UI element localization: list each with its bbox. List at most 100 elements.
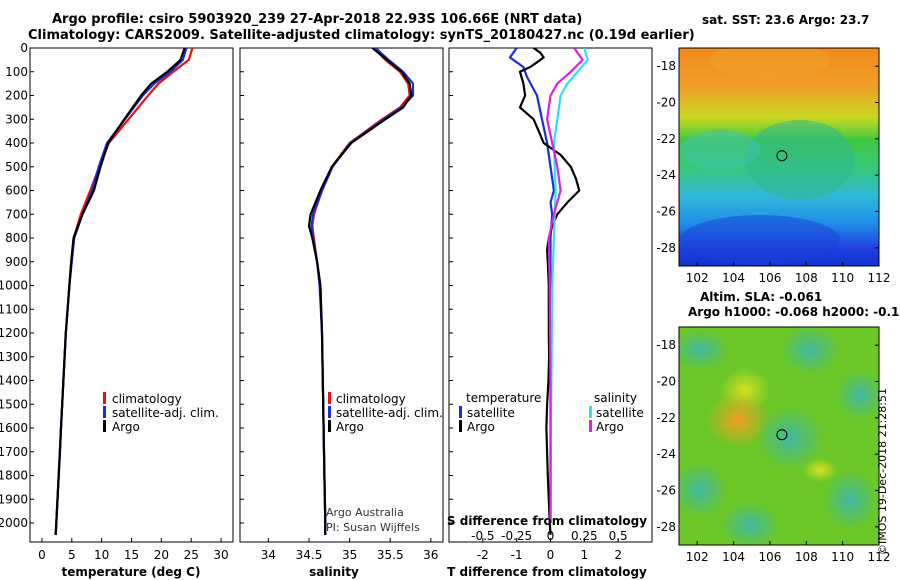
map-y-tick-label: -22 xyxy=(656,132,676,146)
map-y-tick-label: -18 xyxy=(656,59,676,73)
x-tick-label: 30 xyxy=(213,548,228,562)
depth-tick-label: 100 xyxy=(5,65,28,79)
map-x-tick-label: 106 xyxy=(758,271,781,285)
map-x-tick-label: 104 xyxy=(722,550,745,564)
depth-tick-label: 1600 xyxy=(0,421,28,435)
depth-tick-label: 1200 xyxy=(0,326,28,340)
legend-label-t-argo: Argo xyxy=(467,420,495,434)
legend-swatch-s-satellite xyxy=(589,406,592,418)
x-tick-label: 20 xyxy=(154,548,169,562)
series-line-salinity-satellite xyxy=(549,48,589,524)
legend-swatch-argo xyxy=(103,420,106,432)
sla-low-patch xyxy=(679,330,730,370)
s-difference-label: S difference from climatology xyxy=(447,514,647,528)
sst-warm-patch xyxy=(710,48,830,78)
difference-xlabel: T difference from climatology xyxy=(447,565,647,579)
sla-map-axes: 102 104 106 108 110 112 -18 -20 -22 -24 -26 -28 xyxy=(656,338,890,564)
legend-swatch-climatology xyxy=(103,392,106,404)
legend-title-temperature: temperature xyxy=(466,391,541,405)
legend-swatch-t-satellite xyxy=(459,406,462,418)
legend-swatch-t-argo xyxy=(459,420,462,432)
legend-label-s-argo: Argo xyxy=(596,420,624,434)
depth-tick-label: 1900 xyxy=(0,492,28,506)
series-line-argo xyxy=(54,48,186,535)
s-tick-label: -0.5 xyxy=(471,529,494,543)
sst-map xyxy=(679,48,879,266)
legend-label-climatology: climatology xyxy=(336,392,406,406)
legend-swatch-s-argo xyxy=(589,420,592,432)
depth-tick-label: 900 xyxy=(5,255,28,269)
sla-low-patch xyxy=(822,470,878,530)
x-tick-label: 36 xyxy=(423,548,438,562)
x-tick-label: 2 xyxy=(614,548,622,562)
map-y-tick-label: -26 xyxy=(656,205,676,219)
salinity-xlabel: salinity xyxy=(309,565,359,579)
map-y-tick-label: -28 xyxy=(656,241,676,255)
map-y-tick-label: -22 xyxy=(656,411,676,425)
x-tick-label: 1 xyxy=(581,548,589,562)
map-y-tick-label: -20 xyxy=(656,375,676,389)
temperature-plot xyxy=(54,48,194,535)
argo-location-marker xyxy=(776,150,788,162)
salinity-legend: climatology satellite-adj. clim. Argo Ar… xyxy=(326,392,443,534)
depth-tick-label: 600 xyxy=(5,184,28,198)
depth-tick-label: 800 xyxy=(5,231,28,245)
x-tick-label: 35 xyxy=(342,548,357,562)
sst-cool-patch xyxy=(680,130,760,170)
salinity-panel-frame xyxy=(239,47,444,543)
map-x-tick-label: 106 xyxy=(758,550,781,564)
series-line-satellite-adj-clim- xyxy=(54,48,188,535)
sst-map-frame xyxy=(678,47,880,267)
map-x-tick-label: 110 xyxy=(831,271,854,285)
argo-location-marker xyxy=(776,429,788,441)
sla-map xyxy=(679,327,879,545)
map-x-tick-label: 112 xyxy=(868,271,891,285)
chart-title-line1: Argo profile: csiro 5903920_239 27-Apr-2… xyxy=(52,12,583,27)
imos-timestamp: ©IMOS 19-Dec-2018 21:28:51 xyxy=(876,388,889,555)
legend-swatch-satellite xyxy=(103,406,106,418)
map-x-tick-label: 102 xyxy=(686,271,709,285)
series-line-salinity-argo xyxy=(545,48,584,523)
s-tick-label: -0.25 xyxy=(501,529,532,543)
legend-swatch-satellite xyxy=(328,406,331,418)
temperature-legend: climatology satellite-adj. clim. Argo xyxy=(103,392,219,434)
depth-tick-label: 1100 xyxy=(0,302,28,316)
legend-label-argo: Argo xyxy=(336,420,364,434)
depth-tick-label: 1800 xyxy=(0,469,28,483)
depth-tick-label: 1300 xyxy=(0,350,28,364)
x-tick-label: 25 xyxy=(184,548,199,562)
map-y-tick-label: -18 xyxy=(656,338,676,352)
series-line-satellite-adj-clim- xyxy=(310,48,415,535)
series-line-argo xyxy=(307,48,413,535)
sst-map-axes: 102 104 106 108 110 112 -18 -20 -22 -24 -26 -28 xyxy=(656,59,890,285)
x-tick-label: 35.5 xyxy=(377,548,404,562)
temperature-panel-frame xyxy=(29,47,234,543)
map-x-tick-label: 104 xyxy=(722,271,745,285)
difference-legend: temperature satellite Argo salinity sate… xyxy=(459,391,644,434)
x-tick-label: 34.5 xyxy=(296,548,323,562)
x-tick-label: 0 xyxy=(38,548,46,562)
map-x-tick-label: 102 xyxy=(686,550,709,564)
s-tick-label: 0.5 xyxy=(609,529,628,543)
legend-swatch-climatology xyxy=(328,392,331,404)
x-tick-label: 34 xyxy=(261,548,276,562)
legend-label-s-satellite: satellite xyxy=(596,406,644,420)
sla-high-patch xyxy=(706,392,770,448)
series-line-temperature-argo xyxy=(518,48,581,535)
sla-high-patch xyxy=(802,458,838,482)
x-tick-label: 0 xyxy=(547,548,555,562)
annotation-pi: PI: Susan Wijffels xyxy=(326,521,420,534)
s-tick-label: 0 xyxy=(547,529,555,543)
sst-cool-patch xyxy=(745,120,855,200)
depth-tick-label: 1700 xyxy=(0,445,28,459)
legend-swatch-argo xyxy=(328,420,331,432)
chart-title-line2: Climatology: CARS2009. Satellite-adjuste… xyxy=(28,28,695,43)
depth-tick-label: 1500 xyxy=(0,397,28,411)
sla-eddy-patch xyxy=(756,406,824,470)
x-tick-label: -1 xyxy=(511,548,523,562)
x-tick-label: 15 xyxy=(124,548,139,562)
depth-tick-label: 0 xyxy=(20,41,28,55)
map-y-tick-label: -20 xyxy=(656,96,676,110)
salinity-plot xyxy=(307,48,415,535)
